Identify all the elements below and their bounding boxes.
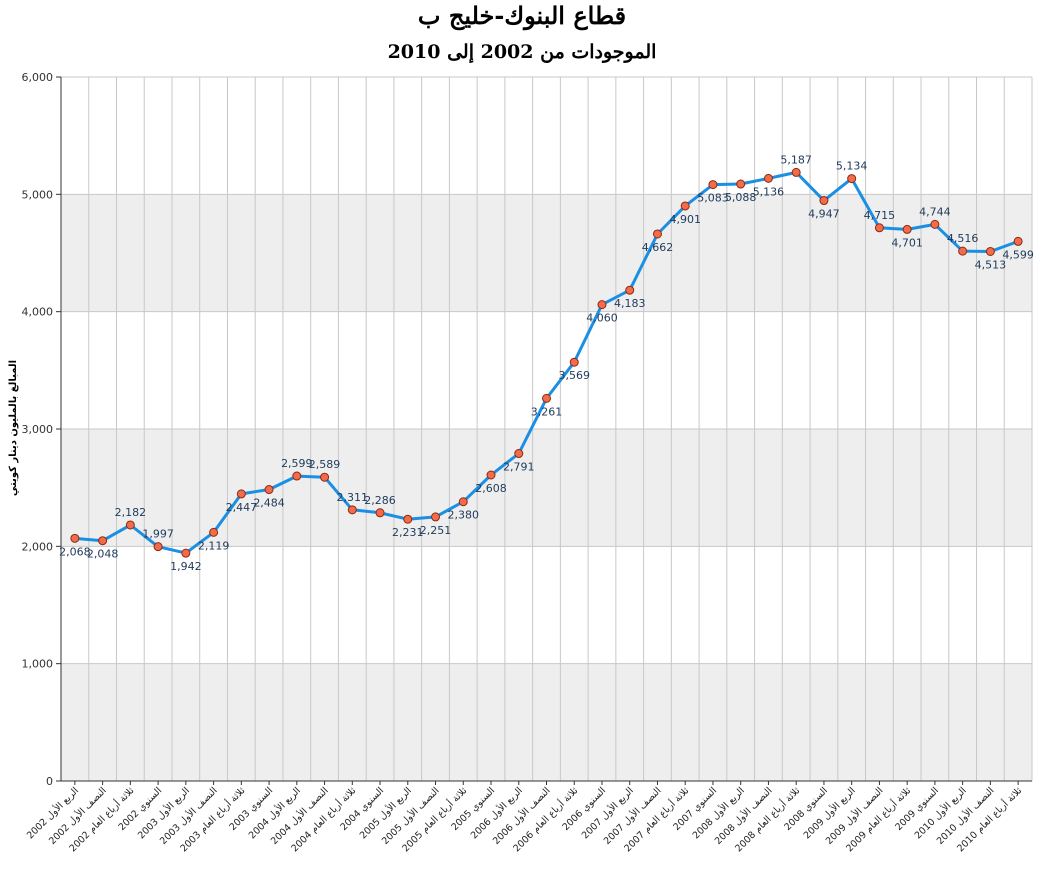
data-label: 5,083 <box>697 192 729 205</box>
data-point <box>375 508 385 518</box>
data-label: 4,701 <box>891 236 923 249</box>
data-label: 2,068 <box>59 545 91 558</box>
data-point <box>347 505 357 515</box>
data-point <box>70 533 80 543</box>
data-label: 4,516 <box>947 232 979 245</box>
y-axis-label: المبالغ بالمليون دينار كويتي <box>8 360 19 496</box>
data-label: 4,513 <box>975 258 1007 271</box>
y-tick-label: 4,000 <box>22 306 54 319</box>
data-point <box>958 246 968 256</box>
data-label: 4,744 <box>919 205 951 218</box>
y-tick-label: 2,000 <box>22 540 54 553</box>
data-label: 1,997 <box>142 528 174 541</box>
data-point <box>874 223 884 233</box>
data-points <box>70 167 1023 558</box>
data-point <box>625 285 635 295</box>
data-label: 2,251 <box>420 524 452 537</box>
data-label: 5,136 <box>753 185 785 198</box>
data-point <box>431 512 441 522</box>
data-label: 2,286 <box>364 494 396 507</box>
data-point <box>264 485 274 495</box>
data-label: 2,791 <box>503 461 535 474</box>
data-label: 5,088 <box>725 191 757 204</box>
data-point <box>736 179 746 189</box>
data-point <box>153 542 163 552</box>
data-point <box>985 246 995 256</box>
data-point <box>708 180 718 190</box>
data-point <box>236 489 246 499</box>
data-label: 2,231 <box>392 526 424 539</box>
data-label: 1,942 <box>170 560 202 573</box>
data-point <box>763 173 773 183</box>
data-point <box>98 536 108 546</box>
data-point <box>652 229 662 239</box>
data-label: 4,662 <box>642 241 674 254</box>
data-point <box>458 497 468 507</box>
data-label: 2,447 <box>226 501 258 514</box>
data-point <box>930 219 940 229</box>
data-point <box>542 393 551 403</box>
data-point <box>902 224 912 234</box>
data-label: 3,569 <box>558 369 590 382</box>
data-point <box>403 514 413 524</box>
y-tick-label: 3,000 <box>22 423 54 436</box>
y-axis-ticks: 0 1,000 2,000 3,000 4,000 5,000 6,000 <box>22 71 61 788</box>
y-tick-label: 5,000 <box>22 188 54 201</box>
data-point <box>680 201 690 211</box>
data-label: 4,901 <box>669 213 701 226</box>
y-tick-label: 6,000 <box>22 71 54 84</box>
data-label: 2,589 <box>309 458 341 471</box>
data-point <box>292 471 302 481</box>
data-label: 2,484 <box>253 497 285 510</box>
chart-subtitle: الموجودات من 2002 إلى 2010 <box>388 41 657 64</box>
data-point <box>1013 236 1023 246</box>
data-label: 4,947 <box>808 208 840 221</box>
data-label: 2,311 <box>337 491 369 504</box>
data-point <box>209 527 219 537</box>
grid-band <box>61 663 1032 781</box>
data-label: 4,183 <box>614 297 646 310</box>
data-label: 2,182 <box>115 506 147 519</box>
data-point <box>125 520 135 530</box>
chart-title: قطاع البنوك-خليج ب <box>418 1 626 31</box>
data-label: 3,261 <box>531 405 563 418</box>
data-point <box>819 196 829 206</box>
data-label: 2,608 <box>475 482 507 495</box>
data-label: 2,048 <box>87 548 119 561</box>
plot-background <box>61 194 1032 781</box>
data-point <box>569 357 579 367</box>
data-point <box>320 472 330 482</box>
data-point <box>486 470 496 480</box>
data-label: 4,060 <box>586 312 618 325</box>
grid-lines <box>60 76 1033 782</box>
data-label: 5,134 <box>836 160 868 173</box>
grid-band <box>61 429 1032 547</box>
y-tick-label: 0 <box>46 775 53 788</box>
data-point <box>597 300 607 310</box>
data-label: 2,599 <box>281 457 313 470</box>
data-label: 2,380 <box>448 509 480 522</box>
data-point <box>181 548 191 558</box>
data-label: 2,119 <box>198 539 230 552</box>
data-point <box>847 174 857 184</box>
data-label: 4,715 <box>864 209 896 222</box>
data-point <box>791 167 801 177</box>
data-point <box>514 449 524 459</box>
data-label: 5,187 <box>780 153 812 166</box>
y-tick-label: 1,000 <box>22 658 54 671</box>
data-label: 4,599 <box>1002 248 1034 261</box>
